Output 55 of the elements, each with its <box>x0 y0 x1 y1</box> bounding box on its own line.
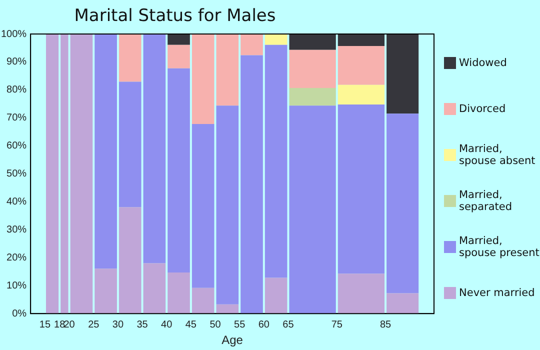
bar <box>118 207 142 314</box>
legend-label: Widowed <box>459 57 507 69</box>
x-tick-label: 40 <box>161 319 173 330</box>
bar <box>240 34 263 56</box>
legend-label: Never married <box>459 287 535 299</box>
y-tick-label: 80% <box>6 84 27 96</box>
bar <box>240 55 263 314</box>
bar <box>168 68 190 272</box>
bar <box>168 44 190 68</box>
bar <box>94 34 117 269</box>
x-tick-label: 50 <box>210 319 222 330</box>
x-tick-label: 18 <box>54 319 66 330</box>
x-tick-label: 85 <box>380 319 392 330</box>
x-tick-label: 75 <box>331 319 343 330</box>
y-tick-label: 0% <box>12 308 27 320</box>
x-tick-label: 25 <box>88 319 100 330</box>
bar <box>264 278 288 314</box>
x-tick-label: 65 <box>282 319 294 330</box>
y-tick-label: 10% <box>6 280 27 292</box>
bar <box>143 263 166 314</box>
y-tick-label: 50% <box>6 168 27 180</box>
legend-label: Married, separated <box>459 189 514 213</box>
bar <box>264 44 288 278</box>
bar <box>118 82 142 208</box>
y-tick-label: 60% <box>6 140 27 152</box>
chart-title: Marital Status for Males <box>73 6 277 26</box>
x-tick-label: 15 <box>39 319 51 330</box>
bar <box>168 272 190 314</box>
bar <box>94 268 117 314</box>
y-tick-label: 20% <box>6 252 27 264</box>
x-tick-label: 35 <box>136 319 148 330</box>
bar <box>192 288 214 314</box>
bar <box>118 34 142 82</box>
bar <box>216 304 239 314</box>
legend-label: Divorced <box>459 103 506 115</box>
x-tick-label: 20 <box>64 319 76 330</box>
y-tick-label: 30% <box>6 224 27 236</box>
bar <box>216 34 239 106</box>
bar <box>143 34 166 264</box>
bar <box>289 88 336 106</box>
legend-label: Married, spouse present <box>459 235 540 259</box>
bar <box>216 106 239 304</box>
y-tick-label: 90% <box>6 56 27 68</box>
x-tick-label: 55 <box>234 319 246 330</box>
x-tick-label: 30 <box>112 319 124 330</box>
bar <box>192 34 214 124</box>
bar <box>192 124 214 288</box>
legend-label: Married, spouse absent <box>459 143 536 167</box>
bar <box>70 34 93 314</box>
x-axis-title: Age <box>222 333 244 348</box>
y-tick-label: 100% <box>1 28 27 40</box>
x-tick-label: 60 <box>258 319 270 330</box>
y-tick-label: 70% <box>6 112 27 124</box>
x-tick-label: 45 <box>185 319 197 330</box>
y-tick-label: 40% <box>6 196 27 208</box>
